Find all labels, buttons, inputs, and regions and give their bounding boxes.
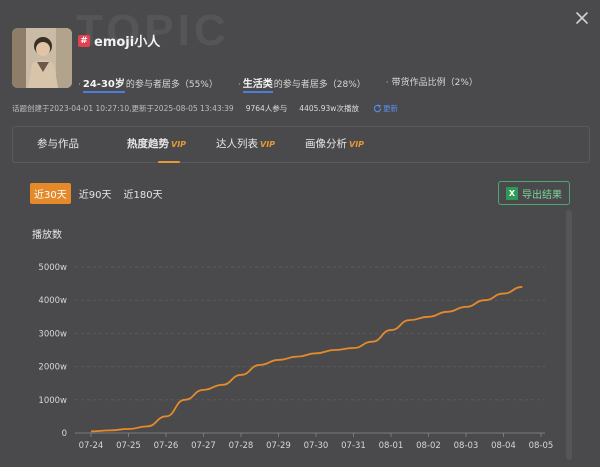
hashtag-icon: # xyxy=(78,34,90,47)
created-time: 话题创建于2023-04-01 10:27:10,更新于2025-08-05 1… xyxy=(12,104,234,113)
export-label: 导出结果 xyxy=(522,189,562,201)
y-tick-label: 3000w xyxy=(38,329,67,339)
excel-icon: X xyxy=(506,186,518,200)
stat-commerce-text: 带货作品比例（2%） xyxy=(391,78,478,88)
stat-commerce: · 带货作品比例（2%） xyxy=(386,75,478,93)
x-tick-label: 07-31 xyxy=(341,441,366,451)
range-selector: 近30天 近90天 近180天 xyxy=(30,183,171,204)
topic-watermark: TOPIC xyxy=(76,6,230,55)
tab-portrait-label: 画像分析 xyxy=(305,138,347,150)
chart-y-label: 播放数 xyxy=(32,230,62,241)
range-90-days[interactable]: 近90天 xyxy=(78,190,112,201)
bullet-icon: · xyxy=(385,78,389,88)
x-tick-label: 07-30 xyxy=(304,441,329,451)
participant-stats: · 24-30岁 的参与者居多（55%） · 生活类 的参与者居多（28%） ·… xyxy=(78,75,478,93)
stat-category-highlight: 生活类 xyxy=(242,75,273,93)
vip-badge: VIP xyxy=(260,140,276,149)
topic-title: emoji小人 xyxy=(94,35,161,50)
tab-works-label: 参与作品 xyxy=(37,138,79,150)
y-tick-label: 2000w xyxy=(38,363,67,373)
series-line xyxy=(90,286,523,433)
x-tick-label: 07-26 xyxy=(154,441,179,451)
x-tick-label: 08-03 xyxy=(454,441,479,451)
play-count-line-chart: 0 1000w 2000w 3000w 4000w 5000w 07-24 07-25 07-2… xyxy=(38,263,554,451)
topic-header: # emoji小人 xyxy=(78,31,160,50)
x-tick-label: 08-04 xyxy=(491,441,516,451)
range-30-days[interactable]: 近30天 xyxy=(30,183,71,204)
tab-creators[interactable]: 达人列表 VIP xyxy=(216,136,275,151)
stat-age-highlight: 24-30岁 xyxy=(82,75,125,93)
range-180-days[interactable]: 近180天 xyxy=(123,190,163,201)
x-tick-label: 08-02 xyxy=(416,441,441,451)
vip-badge: VIP xyxy=(171,140,187,149)
vip-badge: VIP xyxy=(349,140,365,149)
tab-creators-label: 达人列表 xyxy=(216,138,258,150)
refresh-icon xyxy=(373,104,382,113)
participant-count: 9764人参与 xyxy=(245,104,288,113)
tab-trend[interactable]: 热度趋势 VIP xyxy=(127,136,186,151)
y-tick-label: 0 xyxy=(62,429,67,439)
export-button[interactable]: X 导出结果 xyxy=(498,181,570,205)
stat-age-text: 的参与者居多（55%） xyxy=(125,80,218,90)
x-tick-label: 07-24 xyxy=(79,441,104,451)
x-tick-label: 08-01 xyxy=(379,441,404,451)
x-tick-label: 07-27 xyxy=(191,441,216,451)
stat-category: · 生活类 的参与者居多（28%） xyxy=(238,75,366,93)
tab-trend-label: 热度趋势 xyxy=(127,138,169,150)
topic-meta: 话题创建于2023-04-01 10:27:10,更新于2025-08-05 1… xyxy=(12,103,398,114)
y-tick-label: 1000w xyxy=(38,396,67,406)
x-tick-label: 07-29 xyxy=(266,441,291,451)
x-tick-label: 08-05 xyxy=(529,441,554,451)
stat-category-text: 的参与者居多（28%） xyxy=(273,80,366,90)
avatar xyxy=(12,28,72,88)
x-tick-label: 07-28 xyxy=(229,441,254,451)
play-count: 4405.93w次播放 xyxy=(299,104,359,113)
stat-age: · 24-30岁 的参与者居多（55%） xyxy=(78,75,218,93)
close-icon[interactable] xyxy=(574,10,590,26)
tab-portrait[interactable]: 画像分析 VIP xyxy=(305,136,364,151)
refresh-label: 更新 xyxy=(382,104,398,113)
bullet-icon: · xyxy=(237,80,241,90)
y-tick-label: 5000w xyxy=(38,263,67,273)
active-tab-indicator xyxy=(158,161,180,163)
scrollbar[interactable] xyxy=(566,210,572,460)
avatar-illustration-icon xyxy=(12,28,72,88)
bullet-icon: · xyxy=(78,80,81,90)
refresh-button[interactable]: 更新 xyxy=(373,103,398,114)
x-tick-label: 07-25 xyxy=(116,441,141,451)
tab-bar: 参与作品 热度趋势 VIP 达人列表 VIP 画像分析 VIP xyxy=(12,126,590,163)
tab-works[interactable]: 参与作品 xyxy=(37,136,79,151)
y-tick-label: 4000w xyxy=(38,296,67,306)
